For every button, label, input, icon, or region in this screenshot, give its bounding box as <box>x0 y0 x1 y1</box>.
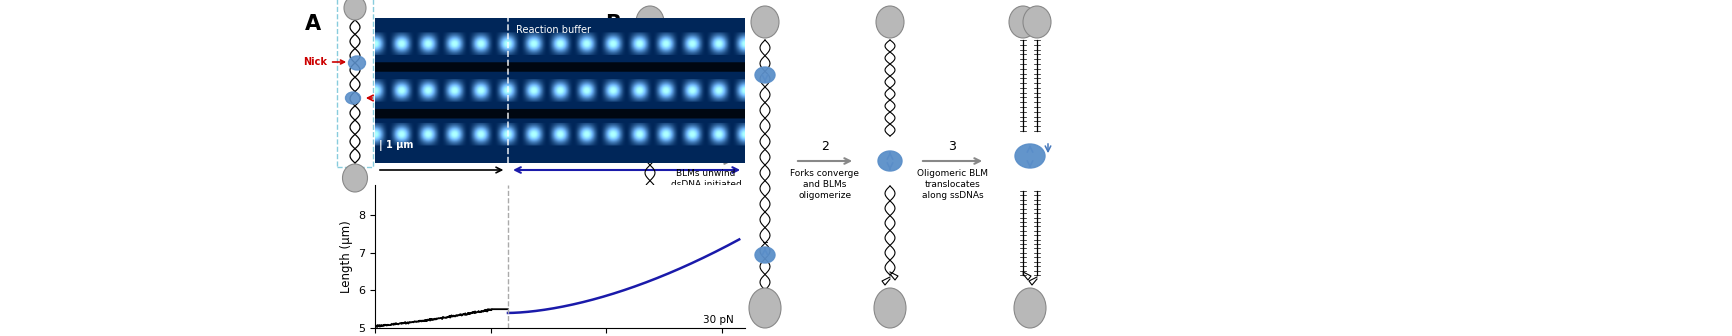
Text: 30 pN: 30 pN <box>703 315 733 325</box>
Ellipse shape <box>1013 288 1046 328</box>
Ellipse shape <box>755 247 774 263</box>
Text: BLMs unwind
dsDNA initiated
from nicks: BLMs unwind dsDNA initiated from nicks <box>670 169 741 200</box>
Ellipse shape <box>636 6 663 38</box>
Ellipse shape <box>1015 144 1044 168</box>
Ellipse shape <box>345 92 360 104</box>
Ellipse shape <box>348 56 365 70</box>
Ellipse shape <box>345 0 365 20</box>
Ellipse shape <box>876 6 904 38</box>
Text: 1: 1 <box>701 140 710 153</box>
Y-axis label: Length (μm): Length (μm) <box>339 220 353 293</box>
Text: Forks converge
and BLMs
oligomerize: Forks converge and BLMs oligomerize <box>790 169 859 200</box>
Text: Nick: Nick <box>303 57 345 67</box>
Text: Extend: Extend <box>603 151 651 164</box>
Ellipse shape <box>752 6 779 38</box>
Ellipse shape <box>748 288 781 328</box>
Ellipse shape <box>875 288 906 328</box>
Text: Reaction buffer: Reaction buffer <box>516 25 591 35</box>
Ellipse shape <box>634 288 667 328</box>
Text: Nick: Nick <box>604 65 650 75</box>
Ellipse shape <box>1024 6 1051 38</box>
Text: | 1 μm: | 1 μm <box>379 140 412 152</box>
Text: Unwind: Unwind <box>421 154 462 164</box>
Ellipse shape <box>878 151 902 171</box>
Text: Oligomeric BLM
translocates
along ssDNAs: Oligomeric BLM translocates along ssDNAs <box>916 169 987 200</box>
Text: 3: 3 <box>949 140 956 153</box>
Text: 2: 2 <box>821 140 830 153</box>
Ellipse shape <box>755 67 774 83</box>
Ellipse shape <box>343 164 367 192</box>
Text: A: A <box>305 14 320 34</box>
Ellipse shape <box>1010 6 1037 38</box>
Text: B: B <box>604 14 620 34</box>
